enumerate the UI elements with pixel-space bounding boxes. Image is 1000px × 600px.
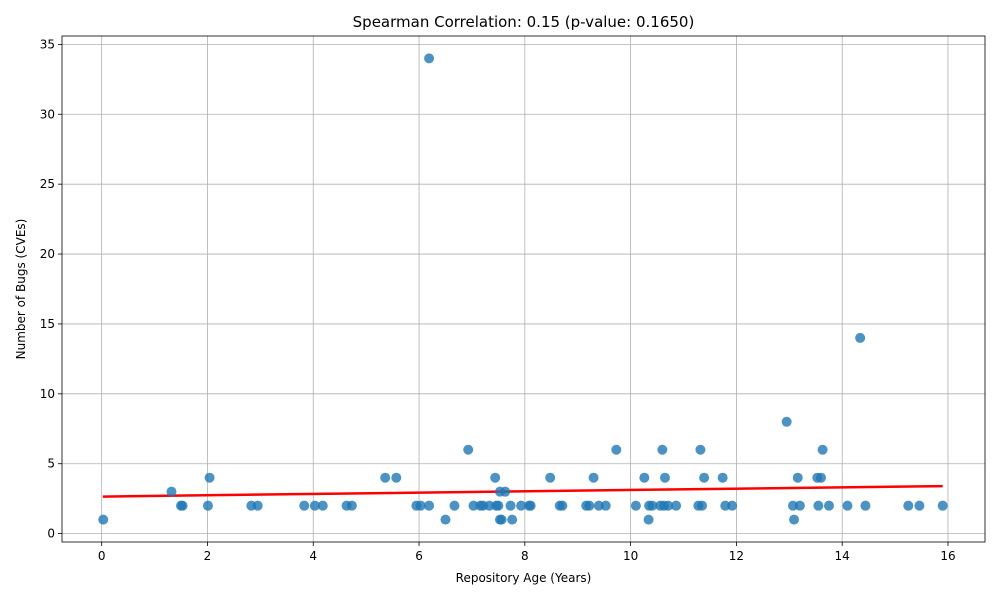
data-point [600, 500, 611, 511]
data-point [440, 514, 451, 525]
data-point [449, 500, 460, 511]
data-point [299, 500, 310, 511]
data-point [204, 472, 215, 483]
y-tick-label: 25 [40, 177, 55, 191]
data-point [424, 53, 435, 64]
data-point [823, 500, 834, 511]
data-point [611, 444, 622, 455]
data-point [671, 500, 682, 511]
data-point [177, 500, 188, 511]
data-point [717, 472, 728, 483]
data-point [639, 472, 650, 483]
data-point [695, 444, 706, 455]
y-tick-label: 20 [40, 247, 55, 261]
data-point [914, 500, 925, 511]
data-point [202, 500, 213, 511]
data-point [792, 472, 803, 483]
x-tick-label: 4 [309, 549, 317, 563]
data-points [98, 53, 948, 525]
data-point [659, 472, 670, 483]
data-point [663, 500, 674, 511]
x-axis-ticks: 0 2 4 6 8 10 12 14 16 [98, 542, 956, 563]
data-point [98, 514, 109, 525]
data-point [490, 472, 501, 483]
data-point [493, 500, 504, 511]
data-point [647, 500, 658, 511]
data-point [781, 416, 792, 427]
data-point [787, 500, 798, 511]
plot-frame [61, 35, 986, 543]
data-point [860, 500, 871, 511]
data-point [415, 500, 426, 511]
y-tick-label: 10 [40, 387, 55, 401]
data-point [346, 500, 357, 511]
data-point [468, 500, 479, 511]
x-tick-label: 6 [415, 549, 423, 563]
data-point [727, 500, 738, 511]
data-point [720, 500, 731, 511]
data-point [424, 500, 435, 511]
x-tick-label: 2 [204, 549, 212, 563]
x-tick-label: 8 [521, 549, 529, 563]
x-tick-label: 12 [729, 549, 744, 563]
y-tick-label: 15 [40, 317, 55, 331]
x-tick-label: 10 [623, 549, 638, 563]
data-point [584, 500, 595, 511]
data-point [630, 500, 641, 511]
data-point [937, 500, 948, 511]
data-point [588, 472, 599, 483]
x-tick-label: 14 [835, 549, 850, 563]
data-point [166, 486, 177, 497]
data-point [507, 514, 518, 525]
data-point [816, 472, 827, 483]
grid-lines [62, 36, 985, 542]
data-point [525, 500, 536, 511]
y-tick-label: 30 [40, 107, 55, 121]
data-point [593, 500, 604, 511]
chart-title: Spearman Correlation: 0.15 (p-value: 0.1… [353, 13, 695, 31]
data-point [317, 500, 328, 511]
y-tick-label: 5 [47, 457, 55, 471]
x-tick-label: 0 [98, 549, 106, 563]
data-point [643, 514, 654, 525]
data-point [855, 332, 866, 343]
data-point [496, 514, 507, 525]
data-point [842, 500, 853, 511]
y-axis-title: Number of Bugs (CVEs) [14, 219, 28, 360]
trend-line-group [102, 484, 943, 498]
data-point [699, 472, 710, 483]
data-point [484, 500, 495, 511]
data-point [903, 500, 914, 511]
data-point [252, 500, 263, 511]
data-point [391, 472, 402, 483]
data-point [794, 500, 805, 511]
y-tick-label: 0 [47, 527, 55, 541]
trend-line [102, 484, 943, 498]
data-point [817, 444, 828, 455]
data-point [380, 472, 391, 483]
data-point [657, 444, 668, 455]
data-point [516, 500, 527, 511]
data-point [789, 514, 800, 525]
data-point [500, 486, 511, 497]
data-point [697, 500, 708, 511]
data-point [505, 500, 516, 511]
data-point [309, 500, 320, 511]
data-point [463, 444, 474, 455]
x-tick-label: 16 [940, 549, 955, 563]
x-axis-title: Repository Age (Years) [456, 571, 592, 585]
data-point [545, 472, 556, 483]
data-point [557, 500, 568, 511]
data-point [813, 500, 824, 511]
y-axis-ticks: 0 5 10 15 20 25 30 35 [40, 37, 62, 541]
y-tick-label: 35 [40, 37, 55, 51]
